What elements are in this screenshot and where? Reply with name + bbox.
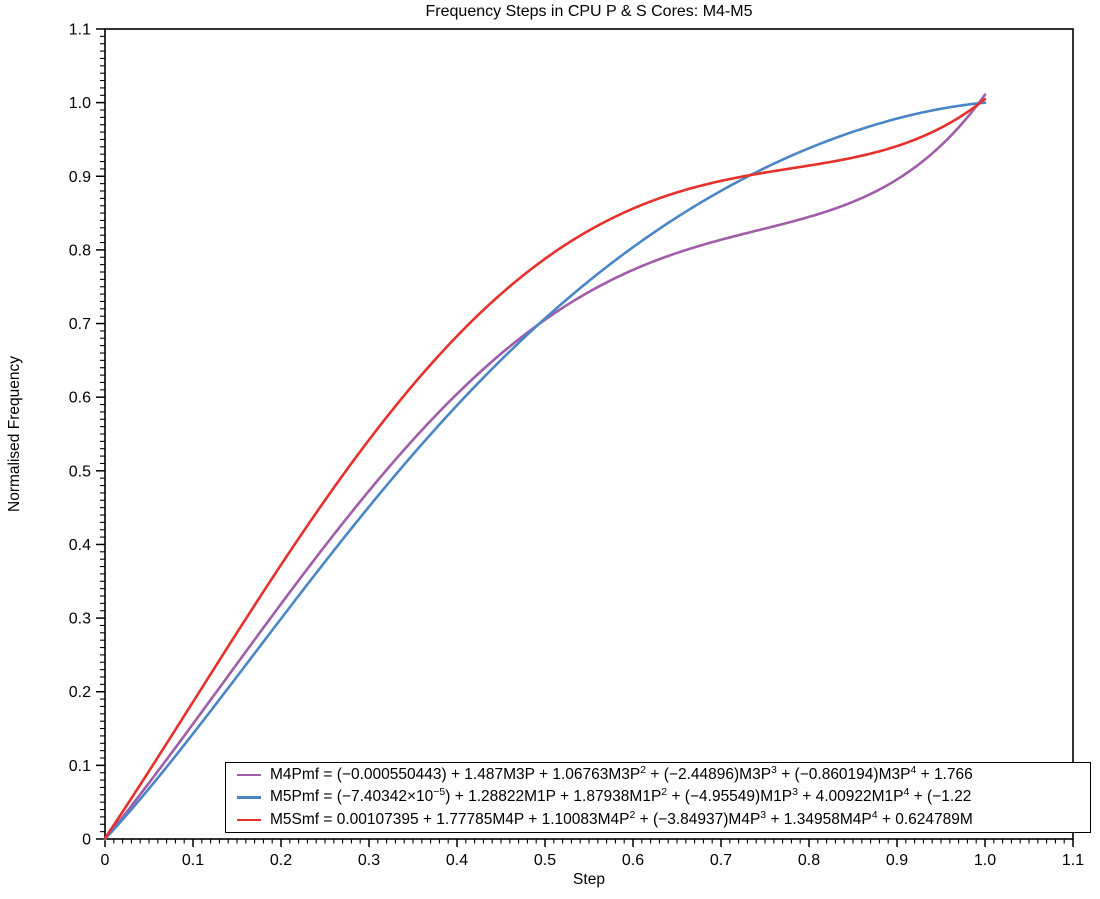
legend-line-swatch <box>237 773 261 777</box>
y-axis-label: Normalised Frequency <box>6 356 23 512</box>
y-tick-label: 1.1 <box>69 22 91 39</box>
series-curves <box>103 93 987 841</box>
plot-border <box>104 28 1074 840</box>
x-axis-ticks: 0 0.1 0.2 0.3 0.4 0.5 0.6 0.7 0.8 0.9 1.0 1.1 <box>101 839 1084 869</box>
x-tick-label: 0.2 <box>270 852 292 869</box>
y-tick-label: 0.4 <box>69 537 91 554</box>
x-tick-label: 0.4 <box>446 852 468 869</box>
series-curve-M4Pmf <box>103 93 987 841</box>
chart-title: Frequency Steps in CPU P & S Cores: M4-M… <box>425 3 753 20</box>
legend-entry-M5Smf: M5Smf = 0.00107395 + 1.77785M4P + 1.1008… <box>226 809 1090 831</box>
x-tick-label: 0.9 <box>886 852 908 869</box>
legend-box: M4Pmf = (−0.000550443) + 1.487M3P + 1.06… <box>225 762 1091 833</box>
x-tick-label: 0.1 <box>182 852 204 869</box>
y-tick-label: 0.6 <box>69 390 91 407</box>
series-curve-M5Pmf <box>103 101 987 841</box>
x-tick-label: 0 <box>101 852 110 869</box>
y-tick-label: 0.7 <box>69 316 91 333</box>
x-axis-label: Step <box>573 871 605 888</box>
y-tick-label: 0.8 <box>69 242 91 259</box>
y-tick-label: 0.5 <box>69 463 91 480</box>
x-tick-label: 0.5 <box>534 852 556 869</box>
legend-equation: M5Pmf = (−7.40342×10−5) + 1.28822M1P + 1… <box>270 786 972 806</box>
y-tick-label: 0.2 <box>69 684 91 701</box>
legend-line-swatch <box>237 796 261 799</box>
y-tick-label: 1.0 <box>69 95 91 112</box>
legend-line-swatch <box>237 818 261 822</box>
series-curve-M5Smf <box>103 97 987 840</box>
x-tick-label: 1.0 <box>974 852 996 869</box>
x-tick-label: 0.7 <box>710 852 732 869</box>
y-tick-label: 0 <box>82 832 91 849</box>
x-tick-label: 0.3 <box>358 852 380 869</box>
y-tick-label: 0.3 <box>69 611 91 628</box>
y-axis-ticks: 0 0.1 0.2 0.3 0.4 0.5 0.6 0.7 0.8 0.9 1.0 1.1 <box>69 22 105 849</box>
y-tick-label: 0.1 <box>69 758 91 775</box>
x-tick-label: 0.8 <box>798 852 820 869</box>
x-tick-label: 0.6 <box>622 852 644 869</box>
legend-entry-M4Pmf: M4Pmf = (−0.000550443) + 1.487M3P + 1.06… <box>226 764 1090 786</box>
legend-equation: M4Pmf = (−0.000550443) + 1.487M3P + 1.06… <box>270 764 973 784</box>
legend-entry-M5Pmf: M5Pmf = (−7.40342×10−5) + 1.28822M1P + 1… <box>226 786 1090 808</box>
legend-equation: M5Smf = 0.00107395 + 1.77785M4P + 1.1008… <box>270 808 973 828</box>
x-tick-label: 1.1 <box>1062 852 1084 869</box>
y-tick-label: 0.9 <box>69 169 91 186</box>
